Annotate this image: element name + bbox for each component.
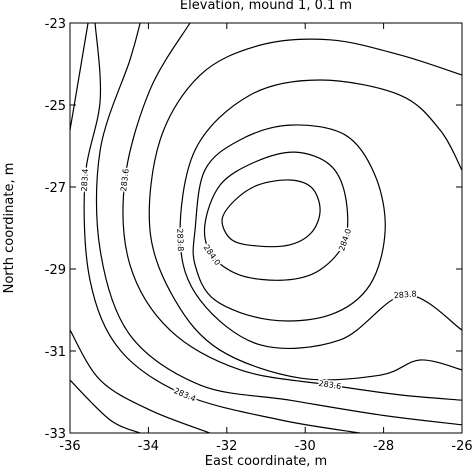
contour-label: 283.4 [80, 168, 90, 191]
contour-line [69, 22, 89, 131]
x-tick-label: -30 [295, 439, 316, 454]
y-tick-label: -23 [45, 17, 66, 32]
y-tick-label: -33 [45, 427, 66, 442]
contour-label: 284.0 [202, 243, 223, 267]
contour-label: 283.8 [393, 289, 417, 300]
contour-label: 283.4 [173, 386, 198, 403]
y-tick-label: -27 [45, 181, 66, 196]
chart-title: Elevation, mound 1, 0.1 m [180, 0, 352, 13]
y-axis-label: North coordinate, m [2, 163, 17, 294]
contour-line [192, 124, 386, 322]
x-tick-label: -26 [451, 439, 472, 454]
contour-line [203, 151, 349, 281]
contour-line [69, 379, 141, 434]
contour-line [69, 329, 211, 434]
x-axis-label: East coordinate, m [205, 454, 327, 469]
contour-label: 284.0 [337, 228, 353, 253]
contour-line [148, 38, 463, 381]
contour-label: 283.6 [119, 168, 131, 192]
x-tick-label: -36 [59, 439, 80, 454]
contour-label: 283.6 [318, 379, 342, 391]
contour-label: 283.8 [175, 228, 185, 251]
y-tick-label: -25 [45, 99, 66, 114]
y-tick-label: -29 [45, 263, 66, 278]
contour-line [179, 79, 463, 349]
contour-line [83, 22, 361, 434]
plot-frame [69, 22, 463, 434]
x-tick-label: -32 [216, 439, 237, 454]
y-tick-label: -31 [45, 345, 66, 360]
x-tick-label: -34 [138, 439, 159, 454]
x-tick-label: -28 [373, 439, 394, 454]
contour-line [95, 22, 463, 426]
contour-line [122, 22, 463, 401]
contour-line [221, 179, 321, 248]
